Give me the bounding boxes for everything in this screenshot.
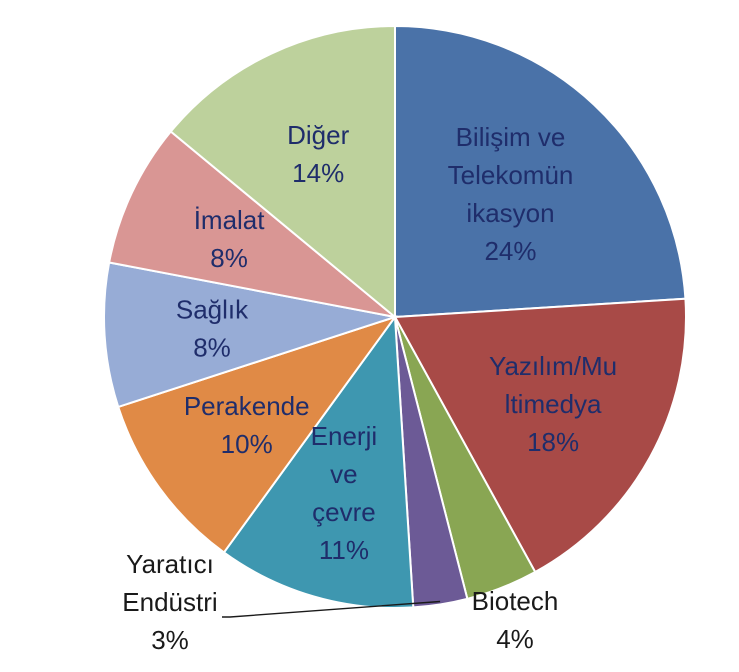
- slice-label-yazilim-multimedya: ltimedya: [505, 389, 602, 419]
- slice-label-bilisim-ve-telekomun-ikasyon: ikasyon: [466, 198, 554, 228]
- slice-value-enerji-ve-cevre: 11%: [319, 535, 369, 565]
- slice-label-enerji-ve-cevre: çevre: [312, 497, 376, 527]
- leader-line-yaratici-endustri: [222, 600, 441, 618]
- slice-label-bilisim-ve-telekomun-ikasyon: Telekomün: [448, 160, 574, 190]
- slice-value-bilisim-ve-telekomun-ikasyon: 24%: [484, 236, 536, 266]
- slice-label-yaratici-endustri: Yaratıcı: [126, 549, 214, 579]
- slice-label-biotech: Biotech: [472, 586, 559, 616]
- slice-label-bilisim-ve-telekomun-ikasyon: Bilişim ve: [456, 122, 566, 152]
- slice-label-saglik: Sağlık: [176, 295, 249, 325]
- slice-label-yazilim-multimedya: Yazılım/Mu: [489, 351, 617, 381]
- slice-value-yaratici-endustri: 3%: [151, 625, 189, 655]
- slice-value-perakende: 10%: [221, 429, 273, 459]
- slice-label-enerji-ve-cevre: ve: [330, 459, 357, 489]
- slice-enerji-ve-cevre: [222, 314, 415, 609]
- slice-saglik: [103, 261, 396, 409]
- pie-slices: [103, 24, 687, 609]
- pie-labels: Bilişim ve Telekomün ikasyon 24% Yazılım/Mu l…: [122, 120, 617, 655]
- slice-imalat: [107, 130, 396, 318]
- slice-value-saglik: 8%: [193, 333, 231, 363]
- slice-yazilim-multimedya: [393, 297, 687, 574]
- slice-bilisim-ve-telekomun-ikasyon: [394, 24, 687, 319]
- slice-diger: [169, 24, 396, 320]
- slice-label-enerji-ve-cevre: Enerji: [311, 421, 377, 451]
- slice-label-diger: Diğer: [287, 120, 349, 150]
- slice-value-diger: 14%: [292, 158, 344, 188]
- slice-perakende: [116, 315, 398, 554]
- slice-label-imalat: İmalat: [194, 205, 266, 235]
- slice-label-perakende: Perakende: [184, 391, 310, 421]
- slice-value-imalat: 8%: [210, 243, 248, 273]
- slice-value-yazilim-multimedya: 18%: [527, 427, 579, 457]
- slice-value-biotech: 4%: [496, 624, 534, 654]
- slice-label-yaratici-endustri: Endüstri: [122, 587, 217, 617]
